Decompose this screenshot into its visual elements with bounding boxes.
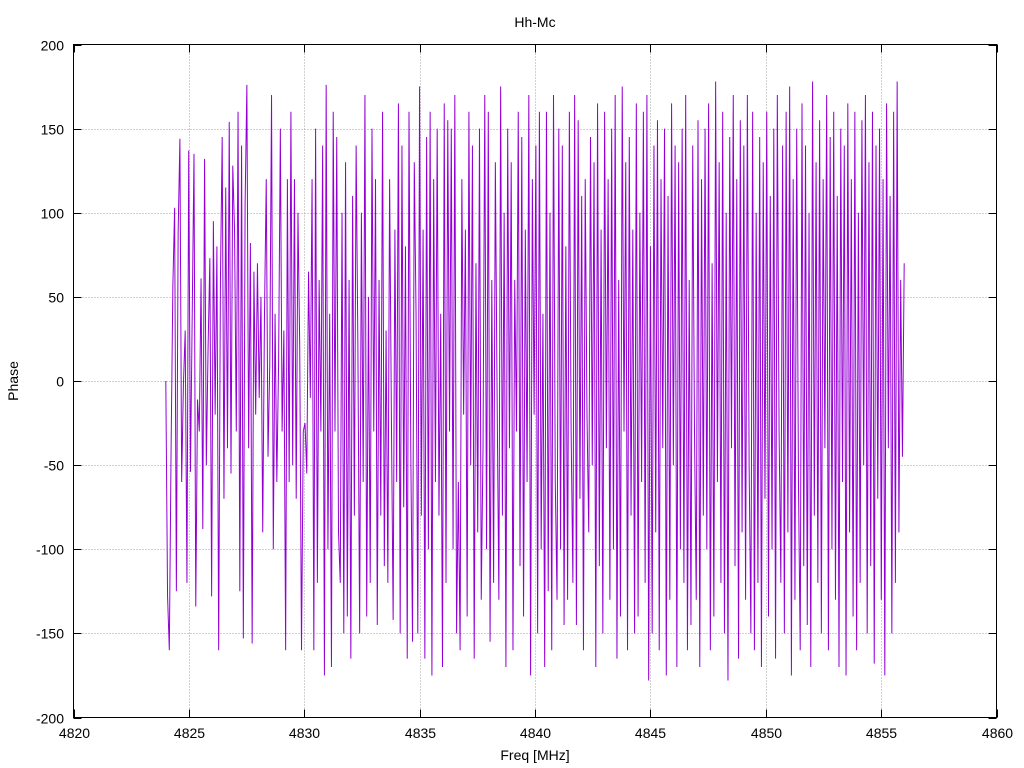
x-tick-label: 4845: [635, 725, 666, 741]
x-tick-label: 4840: [520, 725, 551, 741]
x-axis-label: Freq [MHz]: [500, 747, 569, 763]
y-tick-label: 100: [41, 206, 65, 222]
phase-series-line: [165, 81, 905, 681]
y-tick-label: -50: [44, 458, 64, 474]
chart-title: Hh-Mc: [514, 14, 555, 30]
x-tick-label: 4835: [405, 725, 436, 741]
y-axis-label: Phase: [5, 361, 21, 401]
x-tick-label: 4820: [59, 725, 90, 741]
x-tick-label: 4850: [751, 725, 782, 741]
series-layer: [165, 81, 905, 681]
x-tick-label: 4825: [174, 725, 205, 741]
x-tick-label: 4860: [982, 725, 1013, 741]
y-tick-label: 200: [41, 38, 65, 54]
y-tick-label: 50: [48, 290, 64, 306]
y-tick-label: 0: [56, 374, 64, 390]
x-tick-label: 4830: [289, 725, 320, 741]
axis-ticks: [73, 44, 998, 719]
y-tick-label: -100: [36, 542, 64, 558]
x-tick-label: 4855: [866, 725, 897, 741]
y-tick-label: -200: [36, 711, 64, 727]
y-tick-label: -150: [36, 626, 64, 642]
y-tick-label: 150: [41, 122, 65, 138]
